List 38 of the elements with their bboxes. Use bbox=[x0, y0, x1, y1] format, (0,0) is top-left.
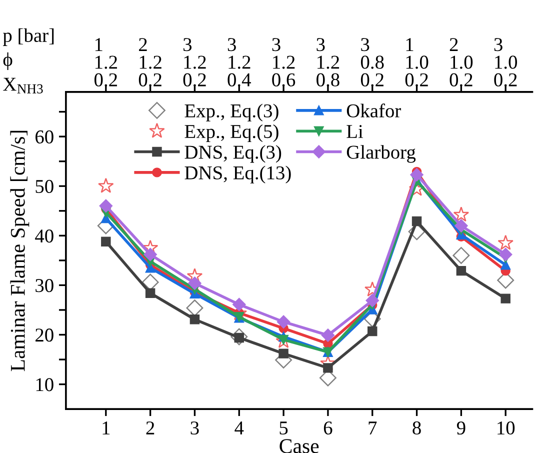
y-tick-label: 20 bbox=[36, 328, 54, 342]
y-tick-label: 40 bbox=[35, 229, 54, 243]
y-tick-label: 50 bbox=[36, 180, 54, 194]
text: 3 1.0 0.2 bbox=[494, 38, 518, 87]
x-tick-label: 2 bbox=[146, 421, 154, 434]
legend-label: Exp., Eq.(3) bbox=[184, 104, 278, 122]
text: 3 1.2 0.2 bbox=[183, 38, 206, 87]
text: ϕ bbox=[3, 52, 12, 70]
legend-label: Okafor bbox=[346, 104, 402, 118]
legend-label: DNS, Eq.(3) bbox=[184, 145, 282, 163]
x-tick-label: 9 bbox=[456, 421, 466, 435]
text: 1 1.0 0.2 bbox=[405, 38, 428, 87]
y-tick-label: 30 bbox=[36, 279, 54, 292]
x-tick-label: 3 bbox=[190, 421, 199, 435]
legend-label: DNS, Eq.(13) bbox=[184, 166, 291, 184]
x-tick-label: 7 bbox=[368, 422, 377, 434]
legend-label: Glarborg bbox=[346, 145, 416, 163]
text: 1 1.2 0.2 bbox=[94, 38, 117, 87]
x-tick-label: 1 bbox=[102, 422, 110, 434]
text: 2 1.0 0.2 bbox=[450, 38, 473, 87]
y-tick-label: 60 bbox=[36, 130, 54, 144]
x-tick-label: 4 bbox=[234, 422, 244, 434]
text: 3 1.2 0.8 bbox=[316, 38, 340, 87]
x-tick-label: 5 bbox=[280, 422, 288, 435]
x-axis-title: Case bbox=[280, 439, 319, 453]
text: 3 0.8 0.2 bbox=[360, 38, 384, 87]
x-tick-label: 8 bbox=[412, 421, 421, 435]
legend-label: Li bbox=[346, 125, 364, 138]
y-tick-label: 10 bbox=[36, 378, 54, 392]
text: p [bar] bbox=[2, 28, 54, 46]
text: 3 1.2 0.6 bbox=[272, 38, 296, 87]
y-axis-title: Laminar Flame Speed [cm/s] bbox=[10, 130, 30, 372]
legend-label: Exp., Eq.(5) bbox=[184, 124, 278, 142]
text: 3 1.2 0.4 bbox=[228, 38, 251, 87]
x-tick-label: 10 bbox=[498, 421, 515, 435]
text: X$_{NH3}$ bbox=[3, 78, 43, 94]
x-tick-label: 6 bbox=[324, 421, 332, 435]
text: 2 1.2 0.2 bbox=[138, 38, 162, 87]
